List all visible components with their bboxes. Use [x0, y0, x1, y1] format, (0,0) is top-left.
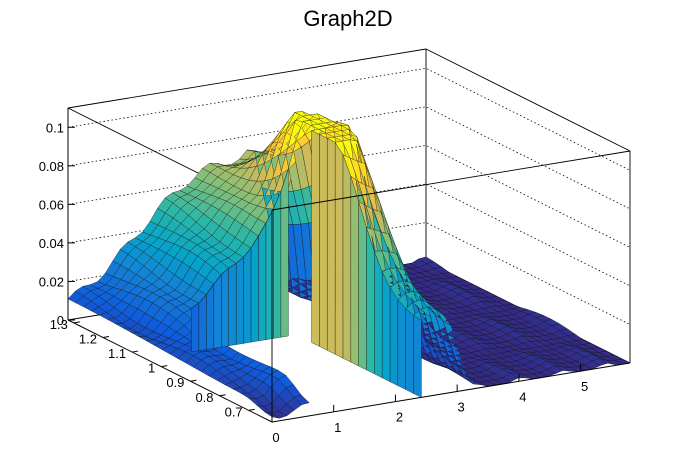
surface-wall	[327, 138, 336, 355]
frame-edge	[425, 48, 631, 152]
surface-wall	[413, 314, 422, 398]
frame-edge	[271, 150, 631, 211]
surface-wall	[236, 256, 244, 345]
surface-wall	[206, 283, 214, 350]
x-tick-label: 4	[519, 389, 526, 404]
y-tick-label: 1.3	[50, 317, 68, 332]
x-axis	[271, 362, 631, 423]
surface-wall	[350, 176, 359, 367]
y-tick-label: 0.7	[225, 404, 243, 419]
surface-wall	[319, 134, 328, 351]
surface-wall	[198, 294, 207, 351]
surface-wall	[374, 251, 383, 379]
y-tick-label: 1	[148, 361, 155, 376]
y-tick	[132, 350, 139, 353]
z-tick-label: 0	[57, 313, 64, 328]
x-tick-label: 1	[334, 420, 341, 435]
surface-wall	[397, 299, 406, 390]
surface-wall	[366, 227, 375, 375]
surface-cell	[293, 395, 310, 405]
chart-title: Graph2D	[303, 6, 392, 31]
surface-wall	[381, 271, 391, 382]
z-gridline	[67, 144, 631, 248]
surface-wall	[228, 263, 237, 347]
surface-wall	[221, 267, 229, 348]
y-tick-label: 0.8	[195, 390, 213, 405]
x-tick-label: 5	[581, 379, 588, 394]
axes: 00.020.040.060.080.10.70.80.911.11.21.30…	[39, 108, 631, 445]
y-tick-label: 1.1	[108, 346, 126, 361]
surface-wall	[273, 191, 282, 339]
x-tick-label: 3	[458, 399, 465, 414]
surface-wall	[358, 201, 367, 371]
z-tick-label: 0.08	[39, 159, 64, 174]
y-tick-label: 0.9	[166, 375, 184, 390]
z-tick-label: 0.02	[39, 274, 64, 289]
z-gridline	[67, 67, 631, 171]
y-tick	[219, 394, 226, 397]
y-tick	[102, 335, 110, 338]
surface-wall	[389, 286, 398, 386]
frame-edge	[67, 48, 427, 109]
z-gridline	[67, 106, 631, 210]
z-tick-label: 0.06	[39, 197, 64, 212]
surface	[67, 111, 631, 419]
surface-wall	[405, 308, 414, 394]
y-tick	[248, 408, 255, 411]
x-tick-label: 2	[396, 410, 403, 425]
y-axis	[67, 319, 273, 423]
y-tick	[190, 379, 197, 382]
surface-wall	[250, 235, 259, 343]
z-tick-label: 0.1	[46, 120, 64, 135]
surface-wall	[280, 168, 289, 338]
z-tick-label: 0.04	[39, 236, 64, 251]
surface-wall	[258, 222, 267, 342]
x-tick-label: 0	[272, 430, 279, 445]
y-tick-label: 1.2	[79, 331, 97, 346]
surface-wall	[243, 247, 252, 344]
surface-wall	[311, 130, 320, 347]
surface-wall	[342, 154, 351, 363]
y-tick	[73, 321, 80, 324]
surface-wall	[191, 302, 200, 353]
surface-wall	[213, 274, 222, 349]
y-tick	[161, 365, 168, 368]
surface-wall	[334, 141, 344, 359]
